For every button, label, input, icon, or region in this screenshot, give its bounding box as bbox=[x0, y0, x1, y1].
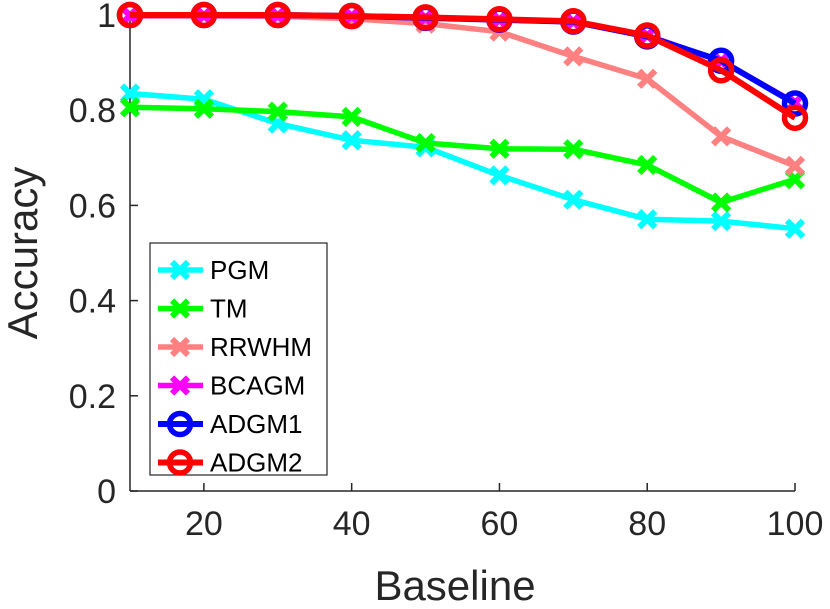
data-point-rrwhm bbox=[563, 46, 584, 67]
data-point-adgm2 bbox=[338, 2, 365, 30]
data-point-adgm2 bbox=[190, 1, 218, 29]
data-point-adgm2 bbox=[781, 104, 809, 132]
data-point-tm bbox=[563, 139, 584, 160]
data-point-tm bbox=[341, 106, 362, 127]
data-point-pgm bbox=[710, 210, 732, 232]
y-tick-label: 0 bbox=[97, 473, 116, 511]
legend-entry-pgm: PGM bbox=[158, 255, 269, 285]
data-point-tm bbox=[193, 98, 215, 119]
legend-marker-pgm bbox=[169, 259, 191, 281]
legend-marker-rrwhm bbox=[169, 336, 191, 358]
data-point-rrwhm bbox=[710, 126, 732, 147]
x-tick-label: 100 bbox=[767, 505, 824, 543]
legend-label-adgm2: ADGM2 bbox=[210, 448, 302, 478]
data-point-tm bbox=[710, 192, 732, 213]
legend-marker-bcagm bbox=[169, 375, 191, 396]
series-line-tm bbox=[129, 104, 796, 206]
series-rrwhm bbox=[119, 5, 806, 177]
legend-marker-adgm2 bbox=[166, 449, 194, 476]
data-point-tm bbox=[489, 138, 510, 159]
data-point-rrwhm bbox=[784, 155, 806, 177]
data-point-pgm bbox=[489, 165, 510, 186]
legend: PGM TM RRWHM BCAGM ADGM1 ADGM2 bbox=[149, 242, 328, 478]
x-axis-label: Baseline bbox=[374, 562, 535, 609]
data-point-adgm2 bbox=[116, 1, 144, 29]
data-point-pgm bbox=[563, 189, 584, 210]
x-tick-label: 20 bbox=[185, 505, 223, 543]
data-point-pgm bbox=[637, 209, 658, 230]
x-tick-label: 80 bbox=[628, 505, 666, 543]
y-axis-label: Accuracy bbox=[0, 167, 46, 340]
data-point-adgm2 bbox=[633, 22, 661, 49]
y-tick-label: 0.4 bbox=[69, 283, 116, 321]
legend-entry-bcagm: BCAGM bbox=[158, 371, 305, 401]
data-point-tm bbox=[119, 97, 141, 118]
y-tick-label: 1 bbox=[97, 0, 116, 35]
x-ticks: 20 40 60 80 100 bbox=[185, 483, 823, 543]
x-tick-label: 60 bbox=[481, 505, 519, 543]
x-tick-label: 40 bbox=[333, 505, 371, 543]
y-ticks: 0 0.2 0.4 0.6 0.8 1 bbox=[69, 0, 138, 511]
series-adgm2 bbox=[116, 1, 809, 132]
data-point-adgm2 bbox=[560, 7, 587, 35]
data-point-adgm2 bbox=[412, 4, 439, 31]
y-tick-label: 0.6 bbox=[69, 187, 116, 225]
legend-label-pgm: PGM bbox=[210, 255, 269, 285]
legend-marker-tm bbox=[169, 298, 191, 319]
y-tick-label: 0.8 bbox=[69, 92, 116, 130]
legend-label-adgm1: ADGM1 bbox=[210, 409, 302, 439]
series-layer bbox=[116, 1, 809, 239]
data-point-tm bbox=[415, 132, 436, 154]
data-point-tm bbox=[637, 154, 658, 176]
data-point-adgm2 bbox=[264, 1, 292, 29]
legend-label-tm: TM bbox=[210, 294, 248, 324]
legend-entry-adgm1: ADGM1 bbox=[158, 409, 302, 439]
legend-marker-adgm1 bbox=[166, 410, 194, 438]
series-tm bbox=[119, 97, 806, 213]
data-point-adgm2 bbox=[486, 6, 513, 33]
data-point-adgm2 bbox=[707, 56, 735, 84]
data-point-tm bbox=[267, 101, 288, 122]
legend-entry-rrwhm: RRWHM bbox=[158, 332, 312, 362]
legend-label-bcagm: BCAGM bbox=[210, 371, 305, 401]
legend-label-rrwhm: RRWHM bbox=[210, 332, 312, 362]
data-point-pgm bbox=[341, 130, 362, 151]
y-tick-label: 0.2 bbox=[69, 378, 116, 416]
legend-entry-adgm2: ADGM2 bbox=[158, 448, 302, 478]
series-line-adgm2 bbox=[130, 12, 797, 121]
data-point-pgm bbox=[784, 218, 806, 239]
data-point-adgm1 bbox=[781, 90, 809, 117]
data-point-rrwhm bbox=[637, 68, 658, 89]
legend-entry-tm: TM bbox=[158, 294, 248, 324]
